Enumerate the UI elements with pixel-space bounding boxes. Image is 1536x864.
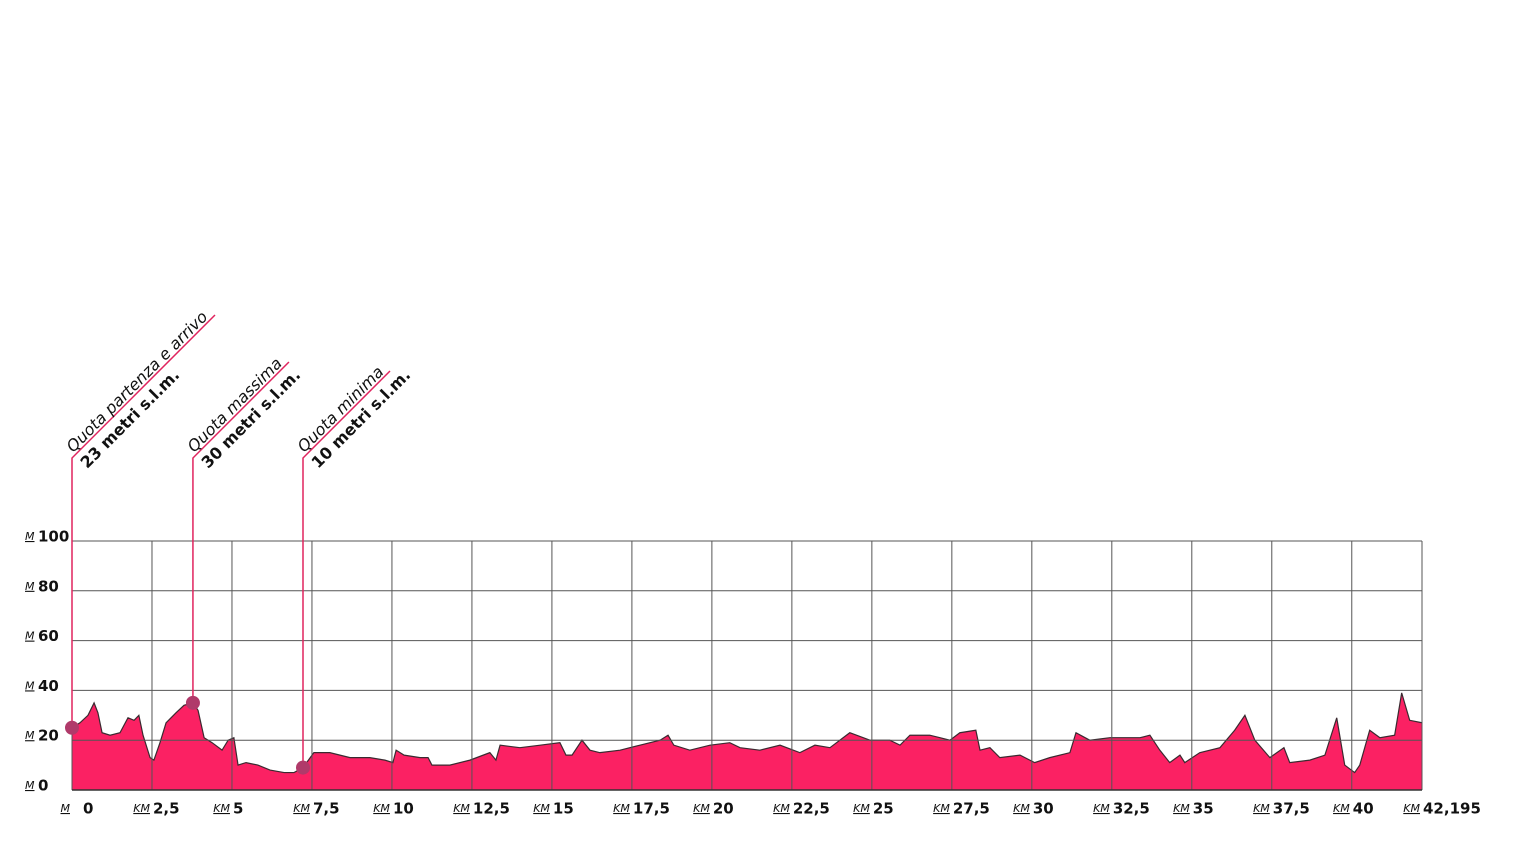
x-tick-label: 20: [713, 800, 734, 818]
x-unit: KM: [1093, 802, 1110, 815]
x-unit: KM: [453, 802, 470, 815]
x-unit: KM: [1253, 802, 1270, 815]
y-tick-label: 20: [38, 727, 59, 745]
area: [72, 692, 1422, 790]
x-tick-label: 27,5: [953, 800, 990, 818]
x-unit: KM: [133, 802, 150, 815]
y-tick-label: 40: [38, 677, 59, 695]
x-unit: KM: [853, 802, 870, 815]
annotation-leader: [192, 361, 290, 703]
x-unit: KM: [1403, 802, 1420, 815]
y-unit: M: [25, 729, 35, 742]
x-tick-label: 22,5: [793, 800, 830, 818]
x-unit: KM: [613, 802, 630, 815]
x-unit: KM: [533, 802, 550, 815]
x-tick-label: 15: [553, 800, 574, 818]
y-unit: M: [25, 530, 35, 543]
annotation-marker: [65, 720, 79, 735]
x-tick-label: 32,5: [1113, 800, 1150, 818]
annotation-marker: [295, 760, 310, 775]
y-tick-label: 0: [38, 777, 48, 795]
x-tick-label: 10: [393, 800, 414, 818]
profile-line: [71, 692, 1423, 774]
x-tick-label: 37,5: [1273, 800, 1310, 818]
x-tick-label: 17,5: [633, 800, 670, 818]
x-tick-label: 25: [873, 800, 894, 818]
x-unit: KM: [933, 802, 950, 815]
x-unit: KM: [373, 802, 390, 815]
y-unit: M: [25, 630, 35, 643]
x-tick-label: 40: [1353, 800, 1374, 818]
x-unit: KM: [693, 802, 710, 815]
x-unit: KM: [1173, 802, 1190, 815]
y-unit: M: [25, 779, 35, 792]
x-tick-label: 0: [83, 800, 93, 818]
x-unit: M: [61, 802, 71, 815]
x-unit: KM: [293, 802, 310, 815]
x-tick-label: 12,5: [473, 800, 510, 818]
x-unit: KM: [213, 802, 230, 815]
x-tick-label: 35: [1193, 800, 1214, 818]
y-tick-label: 60: [38, 627, 59, 645]
x-unit: KM: [773, 802, 790, 815]
x-unit: KM: [1333, 802, 1350, 815]
annotation-marker: [185, 695, 200, 710]
y-tick-label: 100: [38, 528, 69, 546]
y-unit: M: [25, 580, 35, 593]
x-tick-label: 5: [233, 800, 243, 818]
x-tick-label: 2,5: [153, 800, 180, 818]
y-tick-label: 80: [38, 577, 59, 595]
annotation-leader: [302, 370, 391, 768]
annotation-label: Quota partenza e arrivo: [63, 307, 212, 456]
x-unit: KM: [1013, 802, 1030, 815]
x-tick-label: 7,5: [313, 800, 340, 818]
annotation-leader: [71, 314, 216, 728]
y-unit: M: [25, 679, 35, 692]
x-tick-label: 30: [1033, 800, 1054, 818]
x-tick-label: 42,195: [1423, 800, 1481, 818]
